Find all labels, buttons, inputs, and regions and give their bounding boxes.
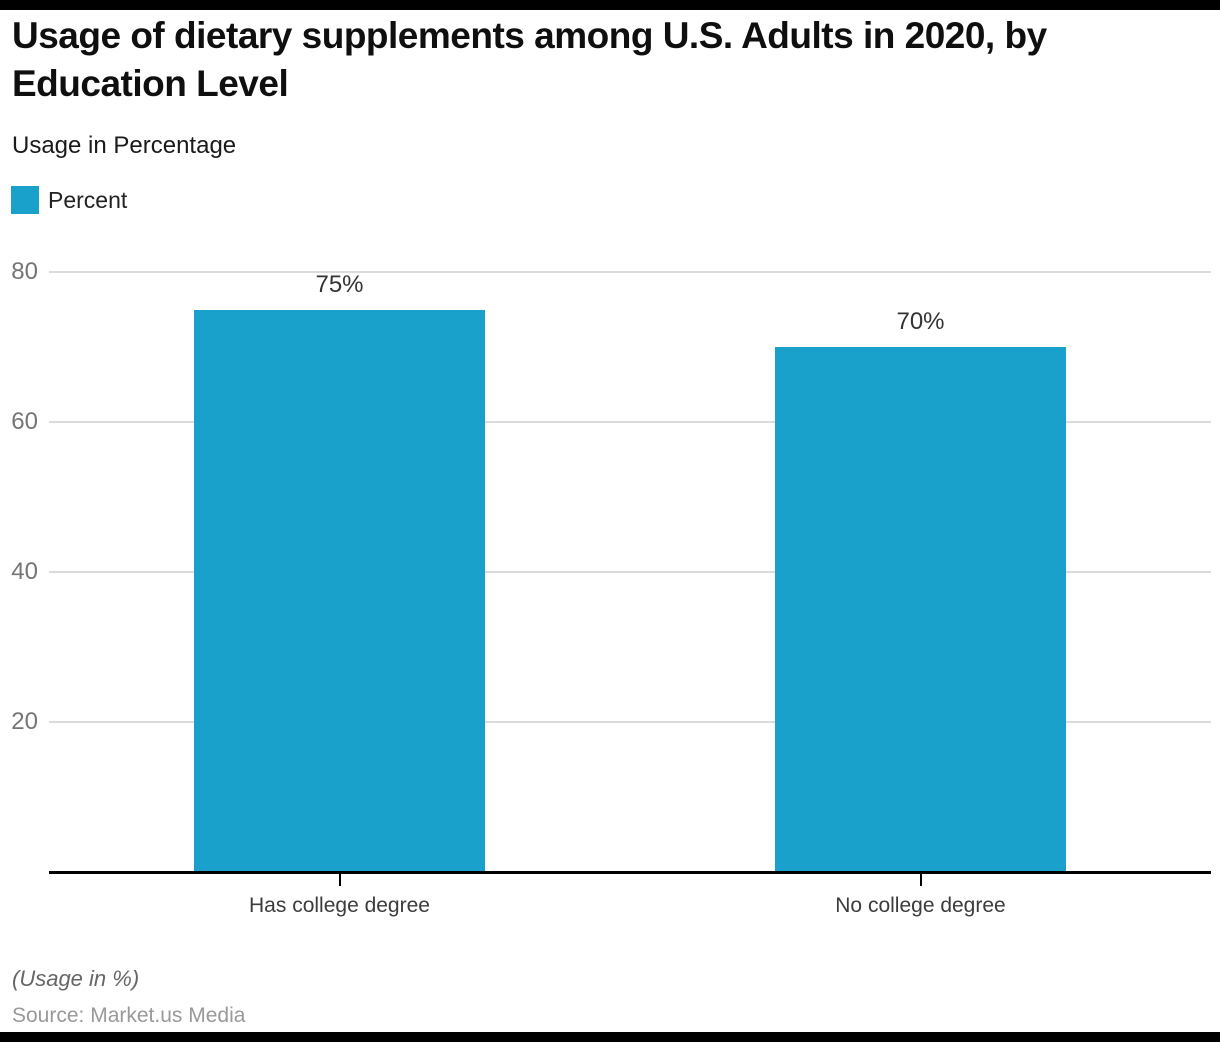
x-category-label-2: No college degree: [835, 894, 1006, 917]
source-credit: Source: Market.us Media: [12, 1004, 246, 1027]
x-axis-labels: Has college degree No college degree: [49, 873, 1211, 918]
legend-swatch-icon: [11, 186, 39, 214]
x-tick-mark-2: [919, 874, 922, 886]
bar-2: [775, 347, 1066, 872]
y-tick-label-20: 20: [11, 708, 38, 735]
unit-note: (Usage in %): [12, 966, 140, 991]
top-border-strip: [0, 0, 1220, 10]
gridline-20: [49, 721, 1211, 723]
bottom-border-strip: [0, 1032, 1220, 1042]
bar-column-2: 70%: [630, 232, 1211, 872]
bar-column-1: 75%: [49, 232, 630, 872]
y-tick-label-80: 80: [11, 258, 38, 285]
bar-value-label-1: 75%: [315, 270, 364, 298]
gridline-40: [49, 571, 1211, 573]
x-tick-mark-1: [338, 874, 341, 886]
bar-value-label-2: 70%: [896, 308, 945, 335]
x-category-2: No college degree: [630, 873, 1211, 918]
x-axis-line: [49, 871, 1211, 874]
x-category-1: Has college degree: [49, 873, 630, 918]
chart-plot-area: 20 40 60 80 75% 70%: [0, 232, 1220, 874]
bars-layer: 75% 70%: [49, 232, 1211, 872]
y-tick-label-60: 60: [11, 408, 38, 435]
y-tick-label-40: 40: [11, 558, 38, 585]
legend: Percent: [11, 186, 127, 214]
chart-subtitle: Usage in Percentage: [12, 132, 237, 159]
chart-title: Usage of dietary supplements among U.S. …: [12, 15, 1047, 104]
gridline-80: [49, 271, 1211, 273]
gridline-60: [49, 421, 1211, 423]
legend-label: Percent: [48, 186, 128, 213]
x-category-label-1: Has college degree: [249, 894, 430, 917]
bar-1: [194, 309, 485, 872]
